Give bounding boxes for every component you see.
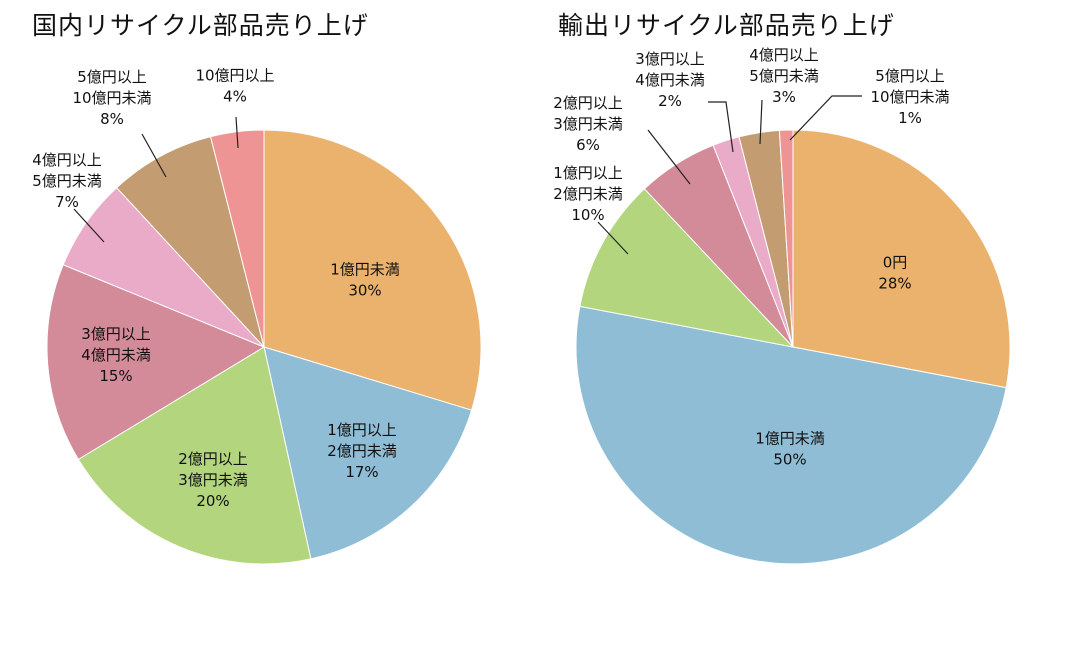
pie-slice-domestic-4 <box>46 264 266 461</box>
slice-label-export-2: 1億円未満 50% <box>755 429 825 468</box>
slice-label-domestic-3: 2億円以上 3億円未満 20% <box>178 450 248 510</box>
chart-title-domestic: 国内リサイクル部品売り上げ <box>32 11 369 40</box>
leader-line-export-3 <box>597 221 629 255</box>
leader-line-domestic-7 <box>235 116 239 149</box>
slice-label-domestic-7: 10億円以上 4% <box>195 66 274 105</box>
leader-line-export-7 <box>789 95 862 141</box>
pie-slice-export-1 <box>792 129 1011 389</box>
leader-line-domestic-5 <box>73 208 105 243</box>
leader-line-domestic-6 <box>141 133 167 178</box>
pie-slice-export-2 <box>575 305 1007 565</box>
pie-slice-export-3 <box>579 188 795 348</box>
leader-line-export-5 <box>708 101 734 153</box>
slice-label-export-5: 3億円以上 4億円未満 2% <box>635 50 705 110</box>
slice-label-export-6: 4億円以上 5億円未満 3% <box>749 46 819 106</box>
slice-label-export-7: 5億円以上 10億円未満 1% <box>870 67 949 127</box>
slice-label-domestic-6: 5億円以上 10億円未満 8% <box>72 68 151 128</box>
leader-line-export-6 <box>759 99 763 145</box>
slice-label-domestic-1: 1億円未満 30% <box>330 260 400 299</box>
pie-slice-export-7 <box>778 129 794 348</box>
slice-label-domestic-4: 3億円以上 4億円未満 15% <box>81 325 151 385</box>
pie-slice-domestic-6 <box>115 136 265 348</box>
pie-slice-domestic-2 <box>263 346 473 560</box>
pie-slice-domestic-1 <box>263 129 482 411</box>
chart-title-export: 輸出リサイクル部品売り上げ <box>558 11 895 40</box>
leader-line-export-4 <box>647 129 691 185</box>
slice-label-domestic-2: 1億円以上 2億円未満 17% <box>327 421 397 481</box>
slice-label-domestic-5: 4億円以上 5億円未満 7% <box>32 151 102 211</box>
slice-label-export-3: 1億円以上 2億円未満 10% <box>553 164 623 224</box>
slice-label-export-1: 0円 28% <box>878 253 911 292</box>
pie-slice-domestic-3 <box>77 346 312 565</box>
slice-label-export-4: 2億円以上 3億円未満 6% <box>553 94 623 154</box>
